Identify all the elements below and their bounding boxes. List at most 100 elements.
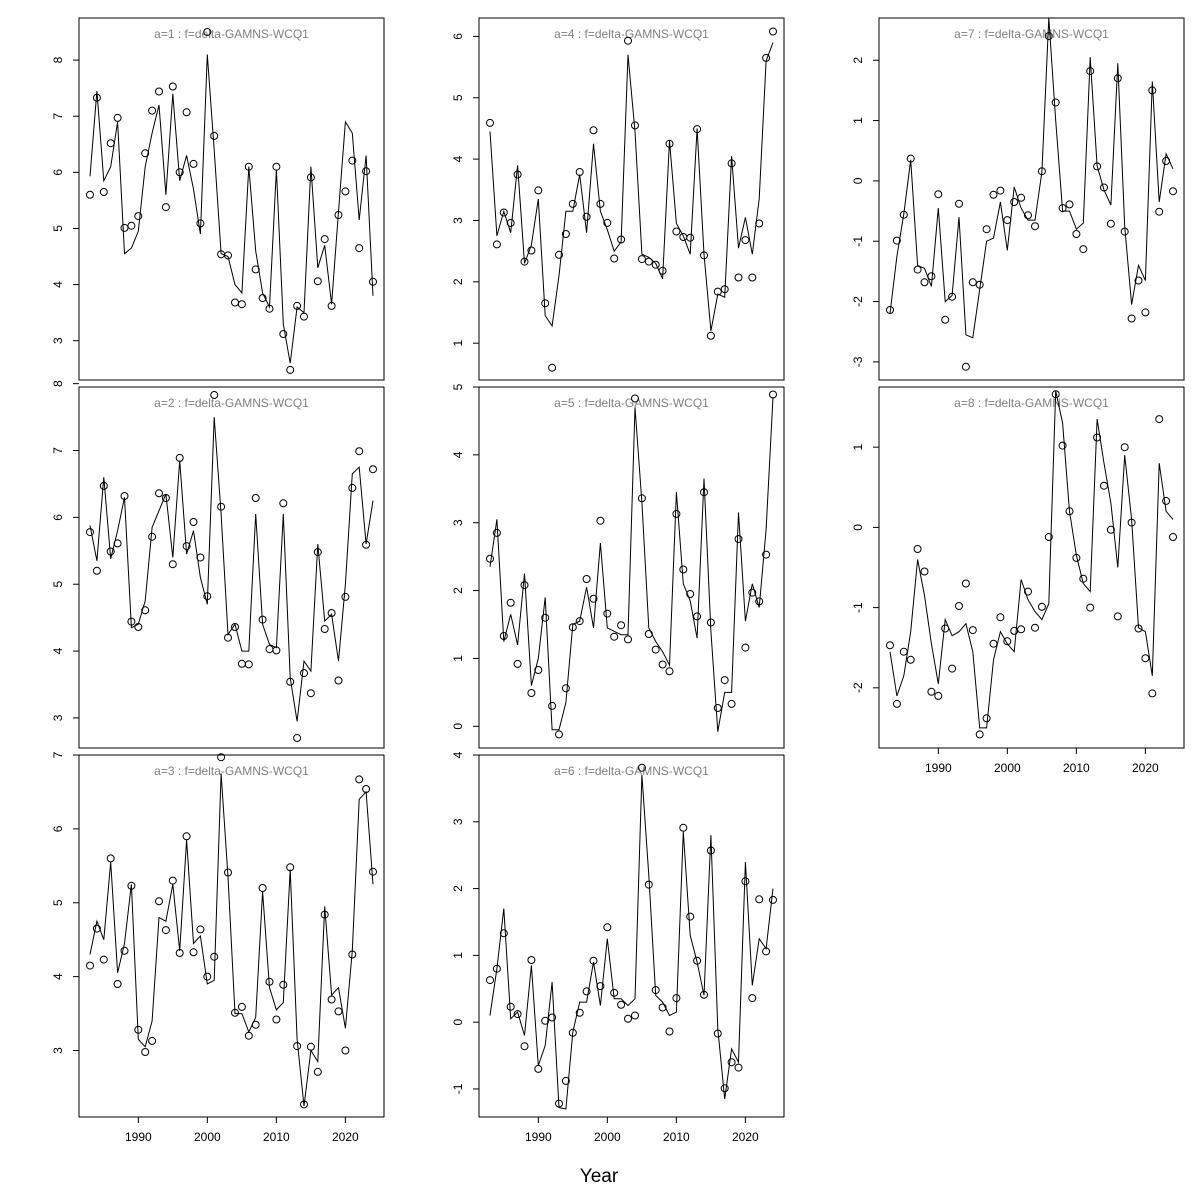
data-point xyxy=(168,82,177,91)
data-point xyxy=(175,949,184,957)
data-point xyxy=(644,257,653,266)
data-point xyxy=(327,609,336,617)
y-tick-label: 4 xyxy=(51,647,65,654)
data-point xyxy=(996,613,1005,622)
data-point xyxy=(148,106,157,115)
data-point xyxy=(244,660,253,669)
data-point xyxy=(369,465,377,474)
data-point xyxy=(1162,496,1171,505)
data-point xyxy=(624,1014,632,1023)
data-point xyxy=(617,621,626,630)
data-point xyxy=(913,545,922,553)
y-tick-label: 8 xyxy=(51,380,65,387)
data-point xyxy=(720,1084,729,1093)
data-point xyxy=(369,277,377,286)
x-tick-label: 2010 xyxy=(263,1130,290,1144)
data-point xyxy=(300,1100,308,1109)
data-point xyxy=(589,956,598,965)
data-point xyxy=(499,929,508,938)
data-point xyxy=(762,947,771,956)
data-point xyxy=(527,956,536,964)
data-point xyxy=(886,306,894,314)
data-point xyxy=(968,626,977,635)
data-point xyxy=(313,1067,322,1076)
data-point xyxy=(968,278,977,287)
y-tick-label: 6 xyxy=(51,169,65,176)
data-point xyxy=(982,225,991,234)
data-point xyxy=(762,550,771,559)
data-point xyxy=(961,579,970,588)
data-point xyxy=(161,494,170,502)
data-point xyxy=(1100,183,1108,192)
data-point xyxy=(1010,198,1019,206)
x-axis-label: Year xyxy=(580,1166,619,1187)
data-point xyxy=(127,221,136,230)
data-point xyxy=(651,260,660,269)
y-tick-label: 3 xyxy=(51,337,65,344)
y-tick-label: 5 xyxy=(451,383,465,390)
data-point xyxy=(769,27,777,36)
data-point xyxy=(1031,623,1039,632)
data-point xyxy=(513,1010,522,1019)
data-point xyxy=(120,946,129,955)
data-point xyxy=(575,168,584,176)
data-point xyxy=(568,1028,577,1037)
data-point xyxy=(617,235,626,244)
data-point xyxy=(320,910,329,919)
data-point xyxy=(989,190,998,199)
data-point xyxy=(955,199,963,208)
data-point xyxy=(306,689,315,698)
data-point xyxy=(1169,187,1177,196)
data-point xyxy=(575,1008,584,1017)
data-point xyxy=(693,612,702,621)
data-point xyxy=(168,560,177,569)
data-point xyxy=(955,602,963,610)
panel-frame xyxy=(478,17,785,381)
data-point xyxy=(492,240,501,249)
data-point xyxy=(913,265,922,274)
data-point xyxy=(644,630,653,638)
data-point xyxy=(313,548,322,557)
data-point xyxy=(1031,222,1039,231)
data-point xyxy=(293,301,302,310)
data-point xyxy=(362,785,371,793)
y-tick-label: 8 xyxy=(51,56,65,63)
data-point xyxy=(203,592,212,601)
data-point xyxy=(734,1063,743,1072)
y-tick-label: 2 xyxy=(851,57,865,64)
data-point xyxy=(1127,314,1136,323)
data-point xyxy=(168,876,177,885)
data-point xyxy=(706,331,715,340)
data-point xyxy=(1065,507,1074,516)
y-tick-label: 0 xyxy=(451,723,465,730)
data-point xyxy=(961,362,970,371)
data-point xyxy=(237,1002,246,1011)
data-point xyxy=(706,846,715,855)
data-point xyxy=(658,660,667,669)
data-point xyxy=(624,36,632,45)
data-point xyxy=(741,877,750,886)
panel-6: a=6 : f=delta-GAMNS-WCQ1 -1 0 1 2 3 4 1990 2000 2… xyxy=(451,751,785,1144)
data-point xyxy=(106,854,115,863)
data-point xyxy=(561,1076,570,1085)
data-point xyxy=(927,687,936,696)
data-point xyxy=(272,1015,281,1024)
data-point xyxy=(141,1048,150,1056)
data-point xyxy=(741,236,750,245)
data-point xyxy=(251,1020,260,1029)
series-line xyxy=(89,773,374,1106)
data-point xyxy=(265,645,274,654)
series-line xyxy=(889,390,1174,729)
data-point xyxy=(362,167,371,176)
data-point xyxy=(899,647,908,656)
data-point xyxy=(748,994,757,1003)
data-point xyxy=(610,632,619,641)
data-point xyxy=(1113,74,1122,83)
data-point xyxy=(548,1013,557,1022)
data-point xyxy=(355,775,364,784)
y-tick-label: 0 xyxy=(851,524,865,531)
y-tick-label: 3 xyxy=(451,217,465,224)
data-point xyxy=(244,1031,253,1040)
data-point xyxy=(217,502,226,511)
data-point xyxy=(99,955,108,964)
